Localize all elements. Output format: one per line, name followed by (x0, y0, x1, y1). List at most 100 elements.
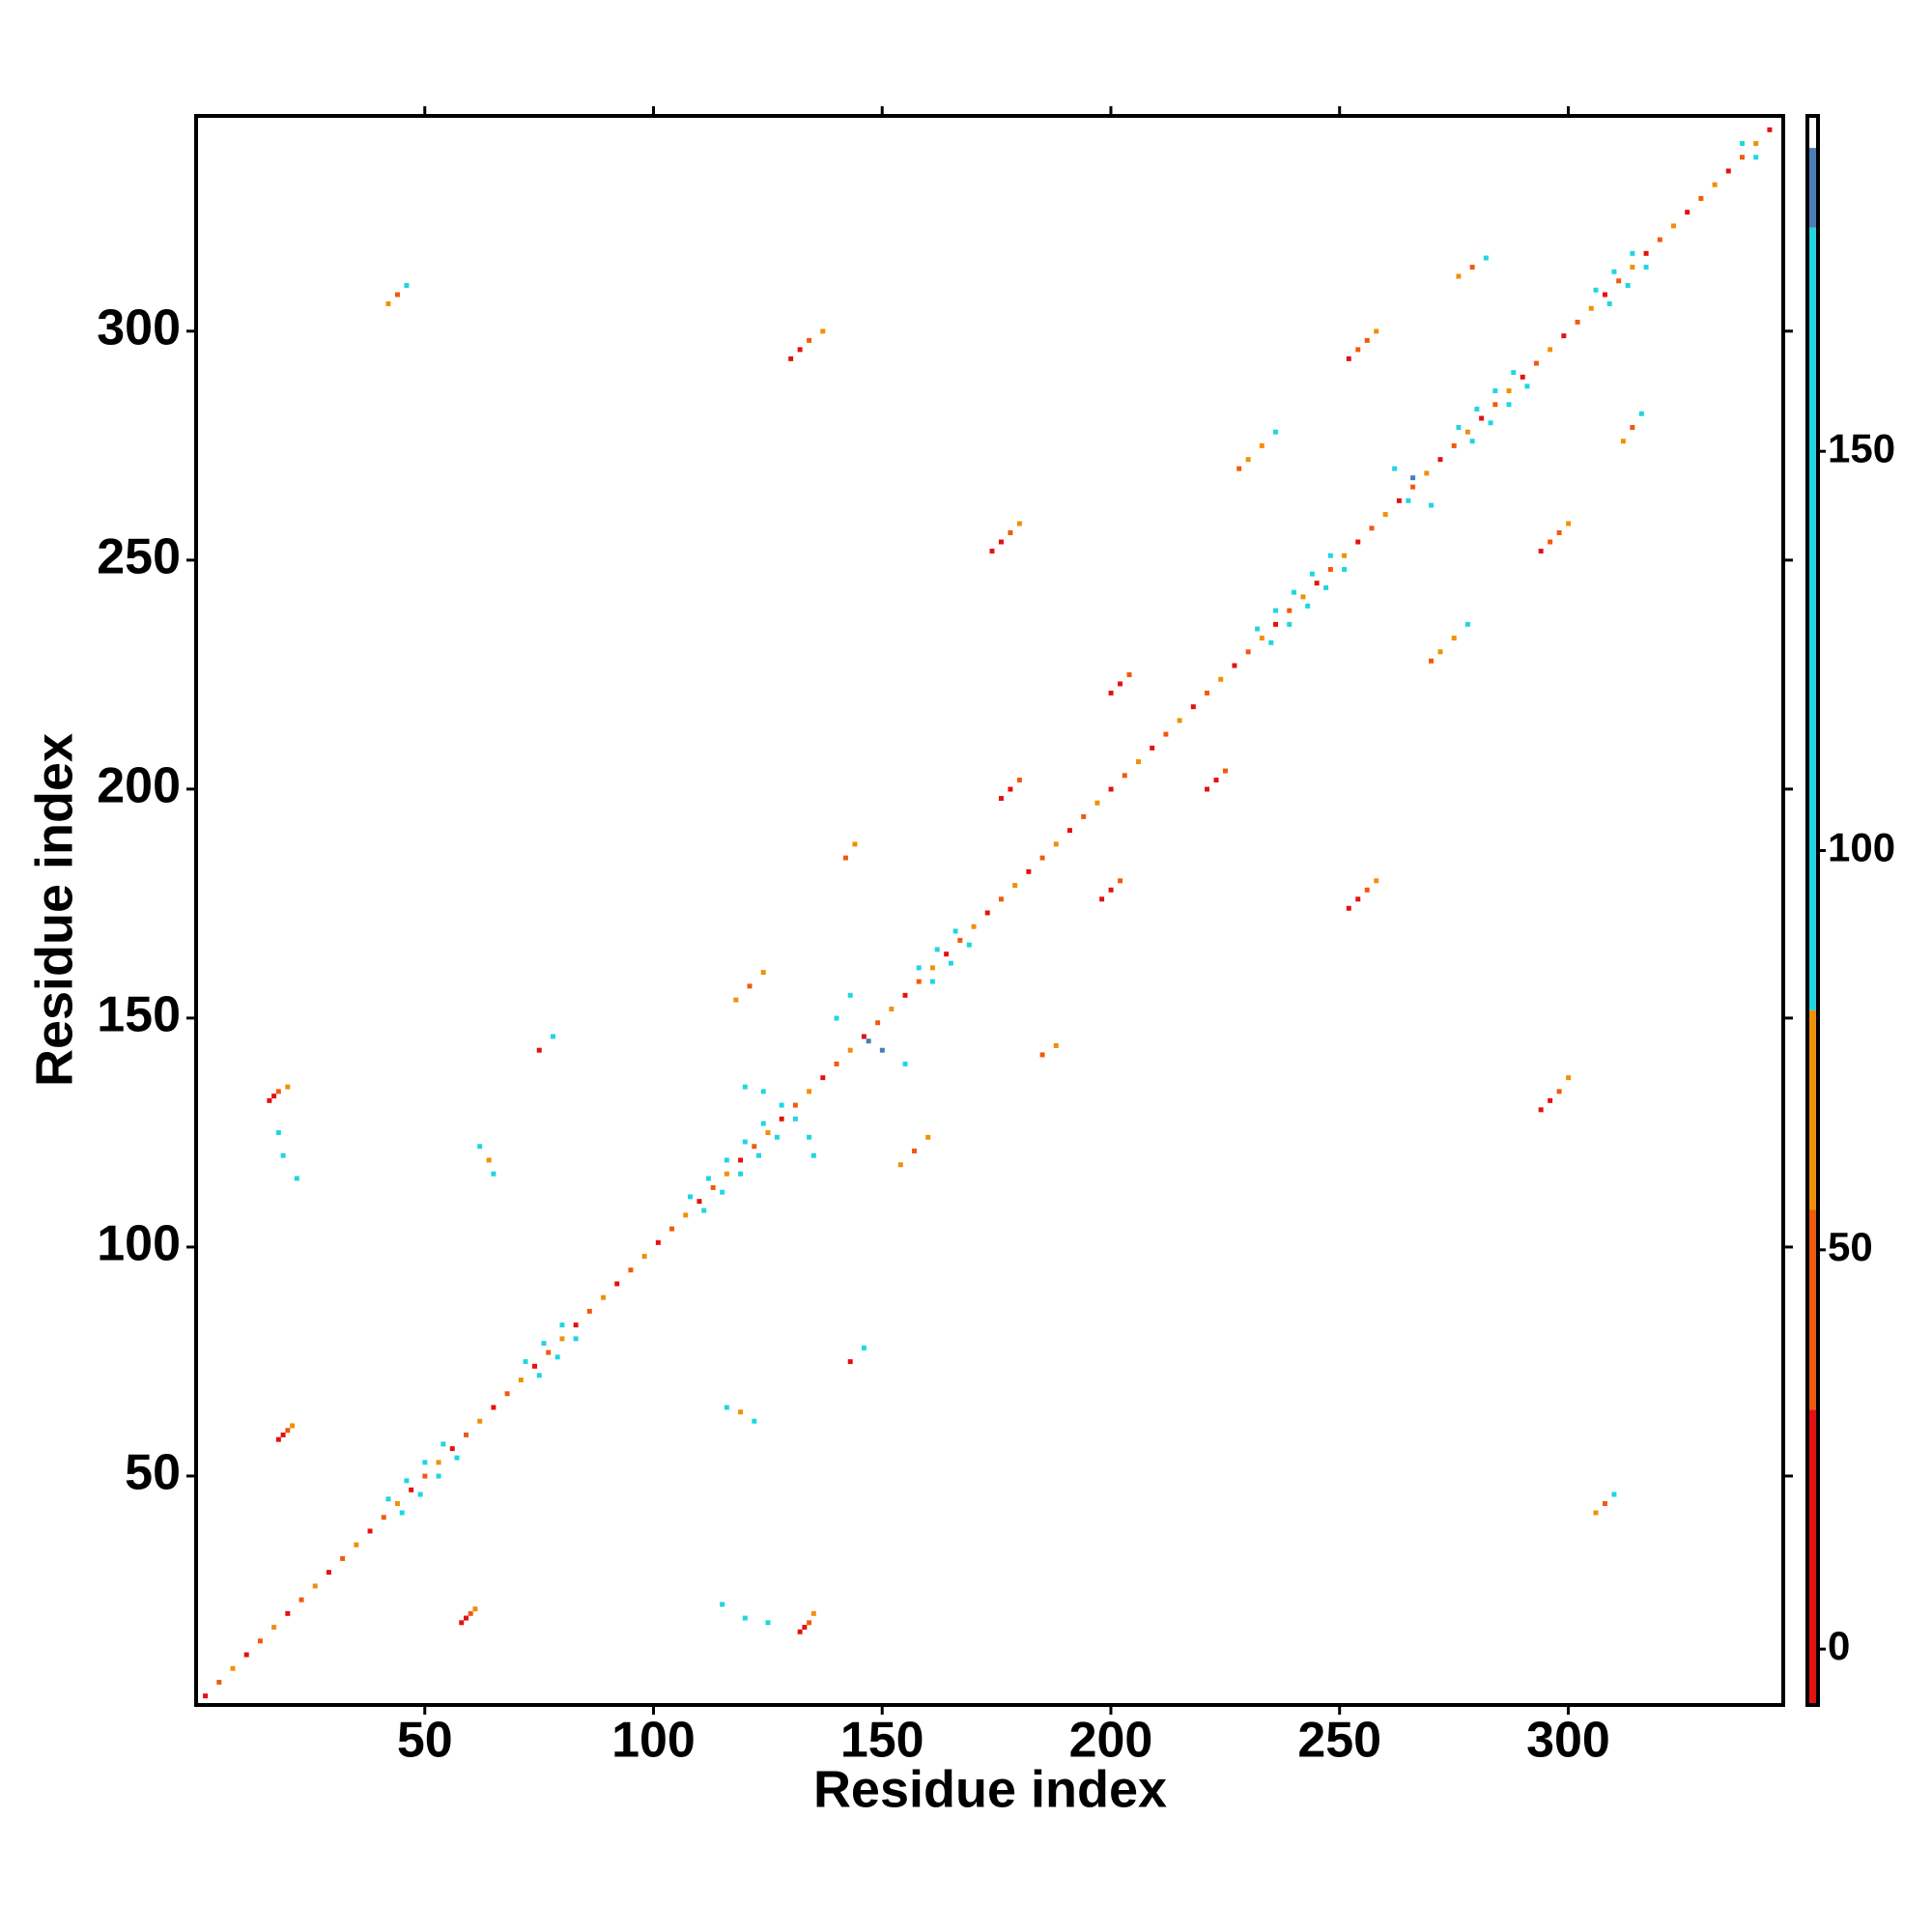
cell (944, 952, 950, 957)
cell (1538, 548, 1544, 554)
cell (747, 983, 753, 989)
cell (404, 1478, 410, 1484)
cell (1108, 786, 1114, 792)
cell (554, 1354, 560, 1360)
cell (1392, 466, 1398, 471)
cell (683, 1212, 689, 1218)
cell (394, 292, 400, 298)
cell (1685, 210, 1690, 215)
cell (1364, 887, 1370, 893)
cell (523, 1359, 528, 1365)
cell (701, 1208, 707, 1213)
cell (290, 1423, 296, 1429)
cell (720, 1602, 725, 1607)
cell (1548, 539, 1553, 545)
cell (271, 1094, 277, 1099)
cell (1456, 273, 1462, 279)
cell (601, 1294, 607, 1300)
cell (1300, 594, 1306, 600)
cell (280, 1152, 286, 1158)
cell (929, 965, 935, 971)
cell (1081, 813, 1087, 819)
cell (989, 548, 995, 554)
cell (1620, 439, 1626, 444)
cell (404, 283, 410, 289)
cell (998, 795, 1004, 801)
cell (1205, 690, 1210, 696)
cell (1410, 475, 1416, 481)
cell (1273, 621, 1279, 627)
cell (216, 1679, 222, 1685)
cell (847, 1047, 853, 1053)
cell (1740, 155, 1745, 160)
cell (1355, 896, 1361, 902)
cell (459, 1620, 465, 1626)
y-tick-label: 250 (97, 529, 181, 585)
cell (1469, 439, 1475, 444)
cell (925, 1134, 931, 1140)
cell (1533, 360, 1539, 366)
cell (1520, 374, 1525, 380)
cell (765, 1130, 771, 1136)
cell (998, 896, 1004, 902)
cell (409, 1487, 414, 1492)
cell (1094, 800, 1100, 806)
cell (1268, 639, 1274, 645)
cell (948, 960, 953, 966)
cell (354, 1542, 359, 1548)
colorbar-segment (1807, 1409, 1818, 1705)
cell (810, 1610, 816, 1616)
cell (536, 1047, 542, 1053)
cell (807, 1089, 812, 1094)
cell (1342, 566, 1348, 572)
cell (486, 1157, 492, 1163)
cell (628, 1267, 634, 1273)
cell (875, 1020, 881, 1026)
cell (385, 1496, 391, 1502)
cell (1611, 269, 1617, 274)
cell (1066, 828, 1072, 834)
cell (1643, 265, 1649, 270)
cell (312, 1583, 318, 1589)
cell (810, 1152, 816, 1158)
cell (1323, 584, 1329, 590)
cell (738, 1171, 744, 1177)
y-tick-label: 150 (97, 987, 181, 1043)
cell (1643, 250, 1649, 256)
cell (952, 928, 958, 934)
cell (477, 1144, 483, 1150)
cell (1593, 1510, 1599, 1516)
cell (1273, 429, 1279, 435)
cell (243, 1652, 249, 1658)
cell (1218, 676, 1224, 682)
cell (1469, 265, 1475, 270)
cell (1342, 553, 1348, 558)
cell (1245, 457, 1251, 463)
cell (847, 992, 853, 998)
cell (381, 1515, 386, 1520)
cell (1374, 878, 1379, 884)
cell (422, 1460, 428, 1465)
cell (842, 855, 848, 861)
cell (902, 992, 908, 998)
cell (724, 1405, 729, 1410)
cell (1630, 424, 1635, 430)
cell (934, 947, 940, 952)
cell (275, 1130, 281, 1136)
cell (998, 539, 1004, 545)
cell (1099, 896, 1105, 902)
cell (1012, 883, 1018, 889)
cell (518, 1378, 524, 1383)
cell (912, 1149, 917, 1153)
cell (760, 970, 766, 976)
cell (724, 1171, 729, 1177)
cell (550, 1034, 555, 1039)
cell (1566, 521, 1572, 526)
cell (285, 1610, 291, 1616)
cell (463, 1615, 469, 1621)
cell (1287, 608, 1293, 613)
cell (559, 1336, 565, 1342)
cell (399, 1510, 405, 1516)
cell (1464, 621, 1470, 627)
cell (1364, 337, 1370, 343)
